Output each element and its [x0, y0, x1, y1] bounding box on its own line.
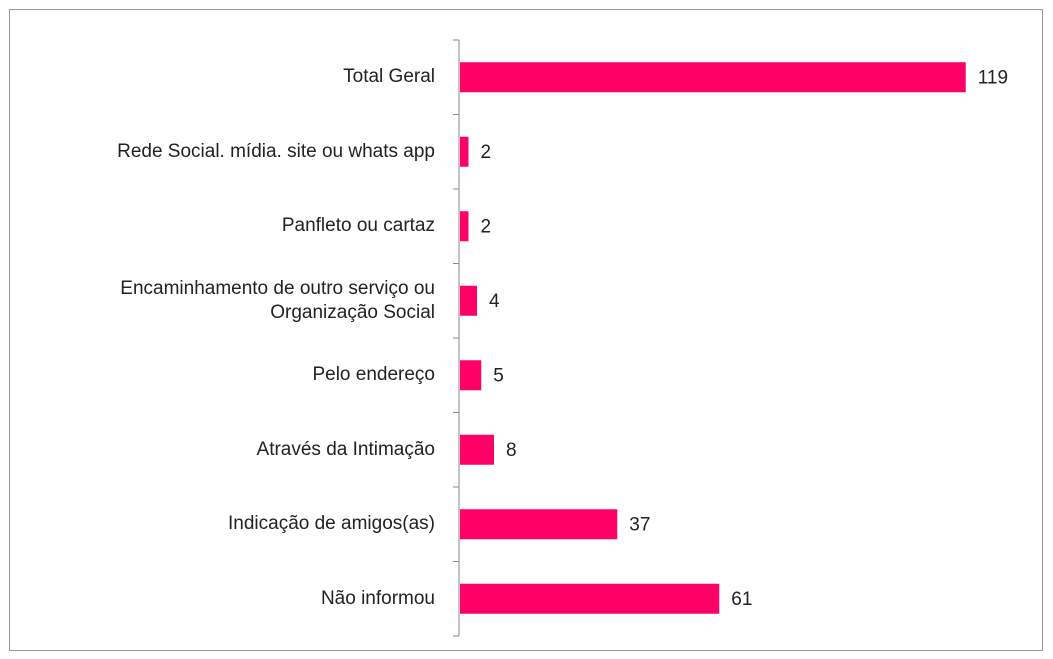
category-label: Através da Intimação [256, 438, 435, 460]
category-label: Panfleto ou cartaz [281, 215, 435, 237]
value-label: 119 [978, 67, 1008, 88]
category-label: Não informou [320, 587, 435, 609]
bar [460, 360, 482, 391]
category-label: Indicação de amigos(as) [228, 513, 435, 535]
category-label: Total Geral [343, 66, 435, 88]
bar [460, 583, 720, 614]
value-label: 61 [731, 589, 752, 610]
value-label: 5 [493, 365, 504, 386]
bar [460, 434, 494, 465]
value-label: 4 [489, 291, 500, 312]
category-label: Pelo endereço [312, 364, 435, 386]
bar [460, 211, 469, 242]
category-label: Encaminhamento de outro serviço ou Organ… [120, 277, 435, 323]
bar [460, 285, 477, 316]
value-label: 2 [481, 142, 492, 163]
value-label: 2 [481, 216, 492, 237]
bar [460, 509, 618, 540]
bar [460, 62, 966, 93]
bar [460, 136, 469, 167]
value-label: 37 [629, 514, 650, 535]
chart-frame [9, 9, 1043, 651]
value-label: 8 [506, 440, 517, 461]
category-label: Rede Social. mídia. site ou whats app [117, 140, 435, 162]
